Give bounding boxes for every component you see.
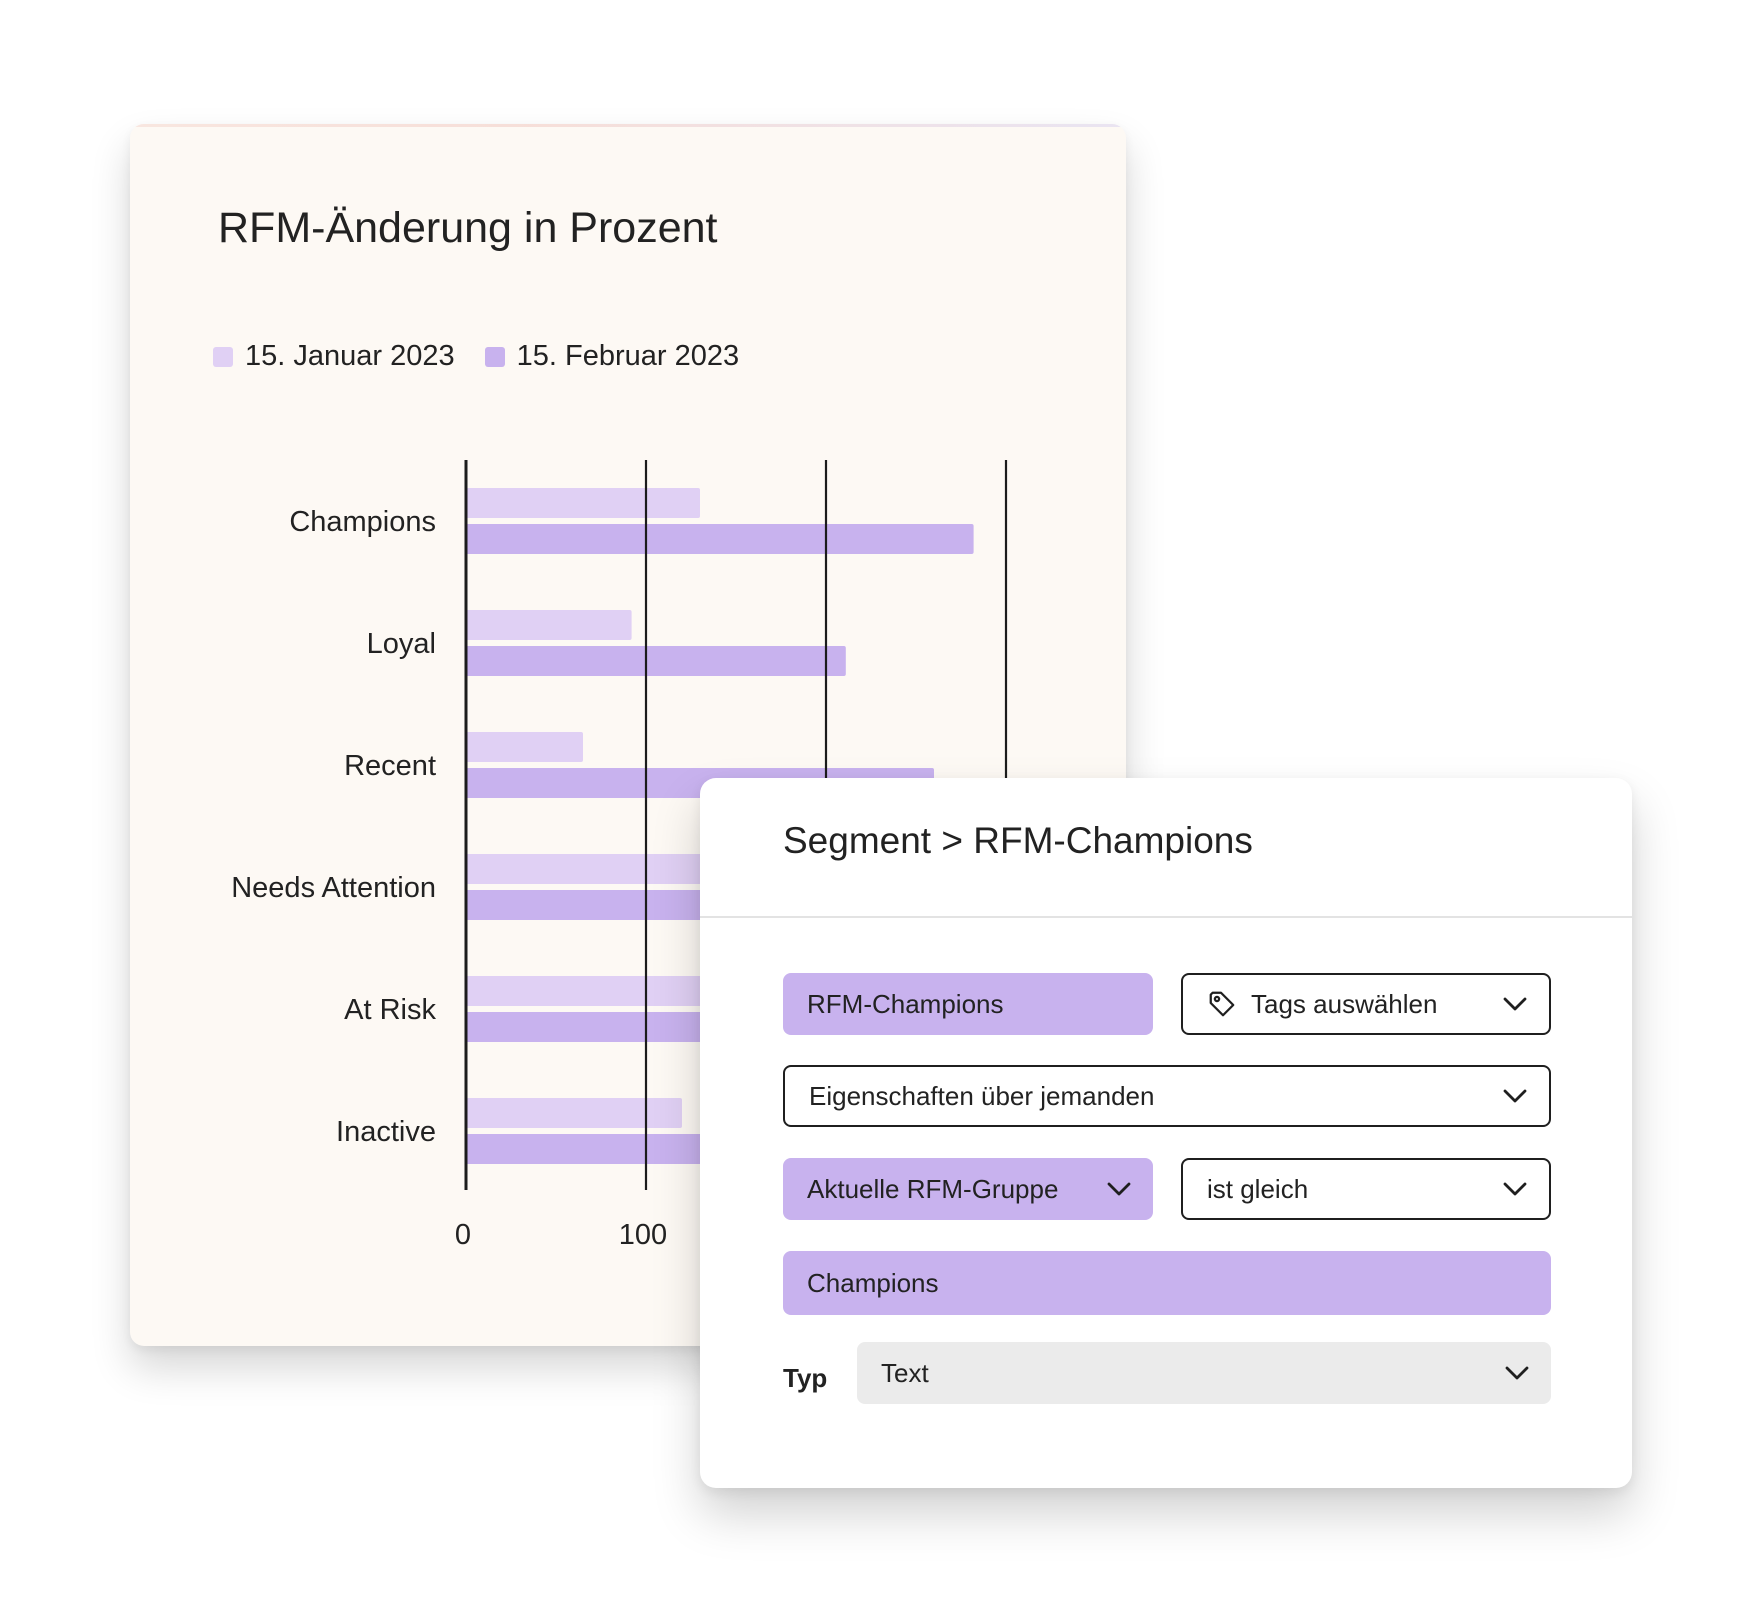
bar-recent-series-1 [466, 732, 583, 762]
tags-select[interactable]: Tags auswählen [1181, 973, 1551, 1035]
bar-loyal-series-2 [466, 646, 846, 676]
category-label: Loyal [367, 628, 436, 660]
value-field[interactable]: Champions [783, 1251, 1551, 1315]
chevron-down-icon [1503, 1089, 1527, 1103]
operator-select-label: ist gleich [1207, 1173, 1309, 1204]
legend-label-january: 15. Januar 2023 [245, 340, 455, 372]
legend-item-january: 15. Januar 2023 [213, 340, 455, 373]
bar-needs-attention-series-1 [466, 854, 736, 884]
type-select[interactable]: Text [857, 1342, 1551, 1404]
chevron-down-icon [1503, 1182, 1527, 1196]
chevron-down-icon [1505, 1366, 1529, 1380]
category-label: Champions [289, 506, 436, 538]
bar-at-risk-series-1 [466, 976, 727, 1006]
attribute-select[interactable]: Aktuelle RFM-Gruppe [783, 1158, 1153, 1220]
chevron-down-icon [1107, 1182, 1131, 1196]
value-field-label: Champions [807, 1267, 939, 1298]
x-tick-label: 0 [455, 1219, 471, 1251]
legend-item-february: 15. Februar 2023 [484, 340, 740, 373]
properties-select[interactable]: Eigenschaften über jemanden [783, 1065, 1551, 1127]
segment-chip[interactable]: RFM-Champions [783, 973, 1153, 1035]
type-select-label: Text [881, 1357, 929, 1388]
panel-title: Segment > RFM-Champions [783, 820, 1253, 861]
operator-select[interactable]: ist gleich [1181, 1158, 1551, 1220]
bar-loyal-series-1 [466, 610, 632, 640]
segment-chip-label: RFM-Champions [807, 988, 1004, 1019]
attribute-select-label: Aktuelle RFM-Gruppe [807, 1173, 1059, 1204]
category-label: Inactive [336, 1116, 436, 1148]
tags-select-label: Tags auswählen [1251, 988, 1438, 1019]
category-label: Recent [344, 750, 436, 782]
bar-champions-series-2 [466, 524, 974, 554]
tag-icon [1209, 991, 1235, 1017]
bar-inactive-series-1 [466, 1098, 682, 1128]
legend-swatch-january [213, 346, 233, 367]
legend-swatch-february [484, 346, 505, 367]
bar-champions-series-1 [466, 488, 700, 518]
chart-legend: 15. Januar 2023 15. Februar 2023 [213, 340, 769, 373]
panel-header: Segment > RFM-Champions [700, 778, 1632, 918]
category-label: At Risk [344, 994, 436, 1026]
segment-panel: Segment > RFM-Champions RFM-Champions Ta… [700, 778, 1632, 1488]
chart-title: RFM-Änderung in Prozent [218, 204, 718, 252]
chevron-down-icon [1503, 997, 1527, 1011]
type-label: Typ [783, 1363, 828, 1393]
legend-label-february: 15. Februar 2023 [516, 340, 740, 372]
properties-select-label: Eigenschaften über jemanden [809, 1080, 1155, 1111]
x-tick-label: 100 [619, 1219, 667, 1251]
category-label: Needs Attention [231, 872, 436, 904]
